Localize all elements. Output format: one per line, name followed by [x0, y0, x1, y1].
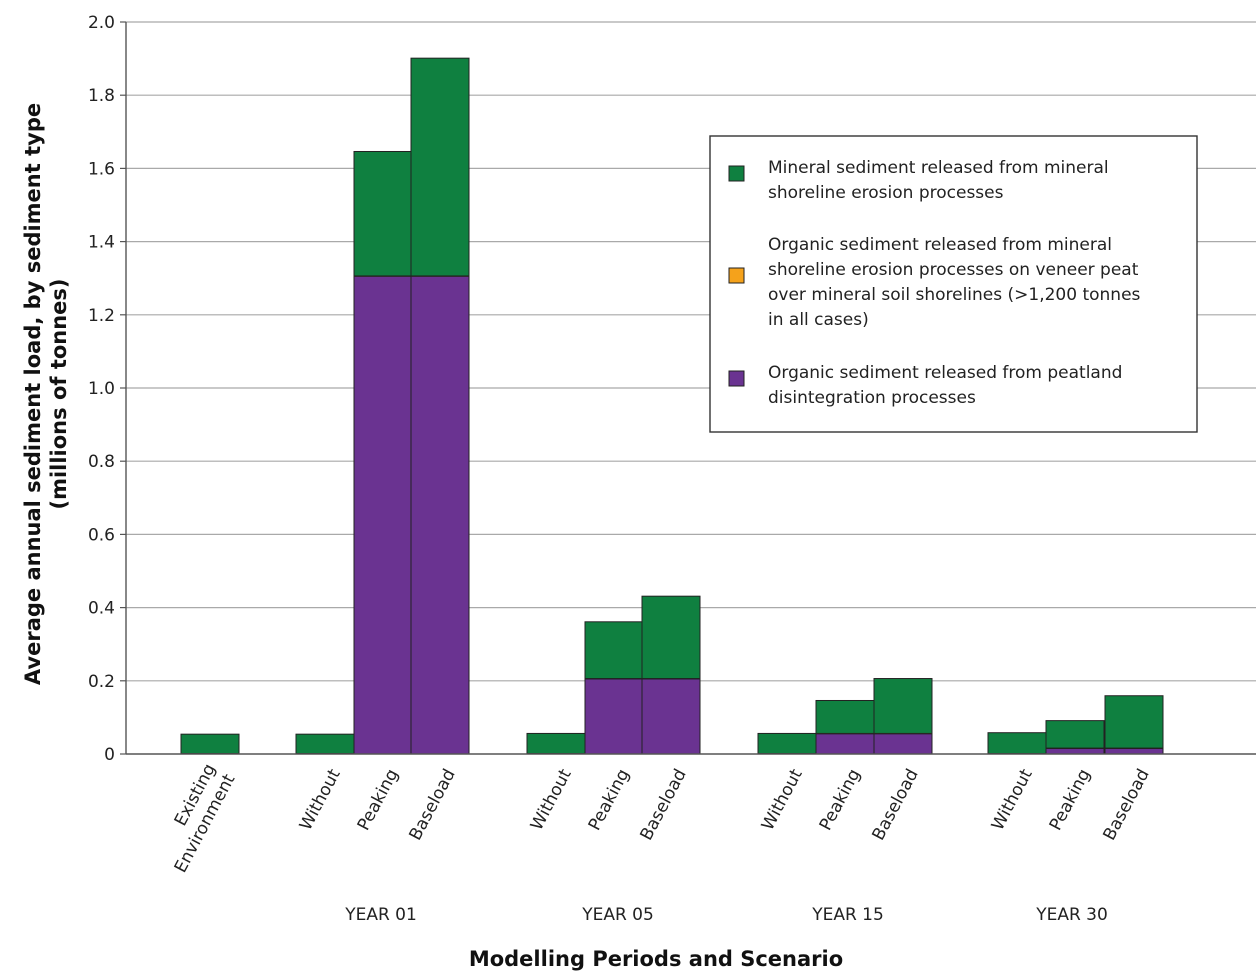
- legend-label-line: shoreline erosion processes on veneer pe…: [768, 260, 1139, 280]
- category-label-line: Without: [527, 765, 576, 833]
- category-label: Baseload: [637, 766, 691, 844]
- category-label: Baseload: [869, 766, 923, 844]
- category-label: Without: [296, 765, 345, 833]
- y-tick-label: 1.0: [88, 379, 115, 399]
- y-tick-label: 2.0: [88, 13, 115, 33]
- bar-segment-10-2: [987, 732, 1047, 755]
- y-tick-labels: 0 0.2 0.4 0.6 0.8 1.0 1.2 1.4 1.6 1.8 2.0: [88, 13, 115, 765]
- category-label-line: Peaking: [816, 766, 865, 834]
- gridlines: [126, 21, 1256, 682]
- axis-titles: Modelling Periods and Scenario Average an…: [21, 103, 843, 971]
- y-tick-label: 1.6: [88, 159, 115, 179]
- legend-swatch: [728, 267, 745, 284]
- category-label-line: Baseload: [1100, 766, 1154, 844]
- category-label: Peaking: [816, 766, 865, 834]
- bar-segment-2-2: [353, 150, 413, 277]
- group-label: YEAR 30: [1035, 905, 1108, 925]
- x-axis-title: Modelling Periods and Scenario: [469, 947, 843, 971]
- legend-label-line: over mineral soil shorelines (>1,200 ton…: [768, 285, 1141, 305]
- category-label: Without: [758, 765, 807, 833]
- legend-box: [709, 135, 1198, 433]
- category-label: Baseload: [1100, 766, 1154, 844]
- y-tick-label: 0.6: [88, 525, 115, 545]
- group-labels: YEAR 01 YEAR 05 YEAR 15 YEAR 30: [344, 905, 1108, 925]
- y-tick-label: 0.4: [88, 599, 115, 619]
- bar-segment-9-0: [873, 733, 933, 755]
- y-axis-title-line: (millions of tonnes): [47, 278, 71, 509]
- bar-segment-6-0: [641, 678, 701, 755]
- legend-label-line: Mineral sediment released from mineral: [768, 158, 1109, 178]
- legend-label-line: Organic sediment released from mineral: [768, 235, 1112, 255]
- category-label: Baseload: [406, 766, 460, 844]
- y-axis-title: Average annual sediment load, by sedimen…: [21, 103, 71, 685]
- bar-segment-1-2: [295, 733, 355, 755]
- category-label-line: Peaking: [585, 766, 634, 834]
- category-label: Peaking: [354, 766, 403, 834]
- group-label: YEAR 05: [581, 905, 654, 925]
- category-label-line: Baseload: [406, 766, 460, 844]
- bar-segment-4-2: [526, 732, 586, 755]
- bar-segment-12-2: [1104, 695, 1164, 749]
- bar-segment-3-2: [410, 57, 470, 277]
- bar-segment-3-0: [410, 275, 470, 755]
- y-tick-label: 1.4: [88, 233, 115, 253]
- bars: [180, 57, 1164, 755]
- bar-segment-12-0: [1104, 748, 1164, 755]
- y-tick-label: 0.8: [88, 452, 115, 472]
- y-tick-label: 1.2: [88, 306, 115, 326]
- y-tick-label: 1.8: [88, 86, 115, 106]
- category-label-line: Baseload: [637, 766, 691, 844]
- legend-swatch: [728, 165, 745, 182]
- bar-segment-0-2: [180, 733, 240, 755]
- legend-label-line: disintegration processes: [768, 388, 976, 408]
- bar-segment-9-2: [873, 678, 933, 734]
- category-label-line: Without: [988, 765, 1037, 833]
- category-label: Without: [988, 765, 1037, 833]
- legend-label-line: shoreline erosion processes: [768, 183, 1004, 203]
- category-label-line: Peaking: [1046, 766, 1095, 834]
- legend-label-line: in all cases): [768, 310, 869, 330]
- bar-segment-11-2: [1045, 720, 1105, 749]
- group-label: YEAR 01: [344, 905, 417, 925]
- group-label: YEAR 15: [811, 905, 884, 925]
- legend-label-line: Organic sediment released from peatland: [768, 363, 1122, 383]
- legend-swatch: [728, 370, 745, 387]
- y-axis-title-line: Average annual sediment load, by sedimen…: [21, 103, 45, 685]
- bar-segment-5-2: [584, 621, 644, 680]
- category-label-line: Without: [758, 765, 807, 833]
- category-label-line: Peaking: [354, 766, 403, 834]
- category-label-line: Without: [296, 765, 345, 833]
- category-label: Peaking: [585, 766, 634, 834]
- bar-segment-11-0: [1045, 748, 1105, 755]
- bar-segment-8-0: [815, 733, 875, 755]
- category-label: Peaking: [1046, 766, 1095, 834]
- bar-segment-5-0: [584, 678, 644, 755]
- y-tick-label: 0.2: [88, 672, 115, 692]
- bar-segment-6-2: [641, 595, 701, 680]
- y-tick-label: 0: [104, 745, 115, 765]
- bar-segment-7-2: [757, 732, 817, 755]
- bar-segment-2-0: [353, 275, 413, 755]
- legend: Mineral sediment released from mineral sh…: [709, 135, 1198, 433]
- axes: [120, 21, 1256, 755]
- category-label-line: Baseload: [869, 766, 923, 844]
- bar-segment-8-2: [815, 699, 875, 734]
- category-label: Without: [527, 765, 576, 833]
